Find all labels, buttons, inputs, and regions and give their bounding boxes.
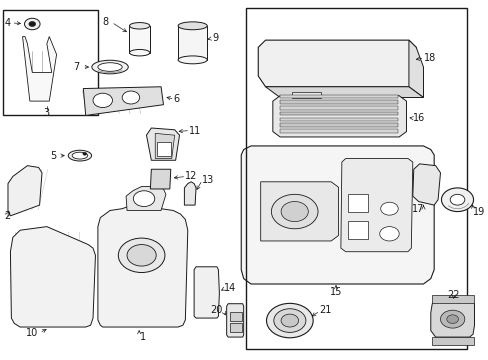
Polygon shape [258,40,415,87]
Ellipse shape [129,49,150,56]
Bar [157,142,170,156]
Polygon shape [146,128,179,160]
Polygon shape [280,123,397,127]
Polygon shape [126,186,165,211]
Polygon shape [292,92,321,98]
Polygon shape [155,134,174,158]
Text: 21: 21 [318,305,331,315]
Text: 19: 19 [472,207,484,217]
Text: 10: 10 [26,328,39,338]
Circle shape [93,93,112,108]
Text: 2: 2 [4,211,11,221]
Polygon shape [430,300,473,337]
Polygon shape [280,95,397,98]
Polygon shape [184,182,196,205]
Bar [229,312,242,320]
Ellipse shape [68,150,91,161]
Polygon shape [241,146,433,284]
Text: 3: 3 [44,108,50,118]
Text: 12: 12 [185,171,197,181]
Bar [178,26,207,60]
Polygon shape [10,226,95,327]
Polygon shape [280,129,397,133]
Circle shape [24,18,40,30]
Text: 11: 11 [189,126,201,135]
Ellipse shape [129,23,150,29]
Polygon shape [265,87,423,98]
Text: 5: 5 [50,150,57,161]
Polygon shape [22,37,57,101]
Polygon shape [340,158,412,252]
Ellipse shape [98,63,122,71]
Text: 13: 13 [202,175,214,185]
Bar [245,8,466,348]
Text: 20: 20 [209,305,222,315]
Ellipse shape [178,22,207,30]
Circle shape [449,194,464,205]
Text: 17: 17 [411,204,424,215]
Bar [431,295,472,303]
Circle shape [122,91,140,104]
Text: 18: 18 [423,53,435,63]
Polygon shape [280,118,397,121]
Text: 15: 15 [329,287,342,297]
Bar [229,323,242,332]
Text: 16: 16 [412,113,424,123]
Bar [3,10,98,116]
Bar [129,26,150,53]
Circle shape [441,188,472,212]
Polygon shape [280,106,397,110]
Circle shape [118,238,164,273]
Text: 8: 8 [102,17,108,27]
Polygon shape [412,164,440,205]
Circle shape [281,314,298,327]
Bar [347,194,367,212]
Bar [431,337,472,345]
Polygon shape [8,166,42,216]
Circle shape [440,310,464,328]
Text: 22: 22 [447,291,459,301]
Ellipse shape [72,152,87,159]
Polygon shape [226,304,243,337]
Ellipse shape [92,60,128,74]
Circle shape [380,202,397,215]
Circle shape [127,244,156,266]
Polygon shape [260,182,338,241]
Polygon shape [83,87,163,116]
Text: 7: 7 [74,62,80,72]
Text: 4: 4 [4,18,11,28]
Polygon shape [280,100,397,104]
Circle shape [266,303,312,338]
Circle shape [273,309,305,332]
Circle shape [446,315,458,323]
Bar [347,221,367,239]
Circle shape [29,22,36,27]
Circle shape [281,202,308,222]
Text: 1: 1 [140,332,146,342]
Polygon shape [280,112,397,116]
Polygon shape [272,96,406,137]
Circle shape [379,226,398,241]
Text: 9: 9 [212,33,218,43]
Circle shape [271,194,317,229]
Ellipse shape [178,56,207,64]
Circle shape [82,152,86,155]
Text: 6: 6 [173,94,179,104]
Polygon shape [98,187,187,327]
Polygon shape [150,169,170,189]
Polygon shape [408,40,423,98]
Circle shape [133,191,154,207]
Polygon shape [194,267,219,318]
Text: 14: 14 [224,283,236,293]
